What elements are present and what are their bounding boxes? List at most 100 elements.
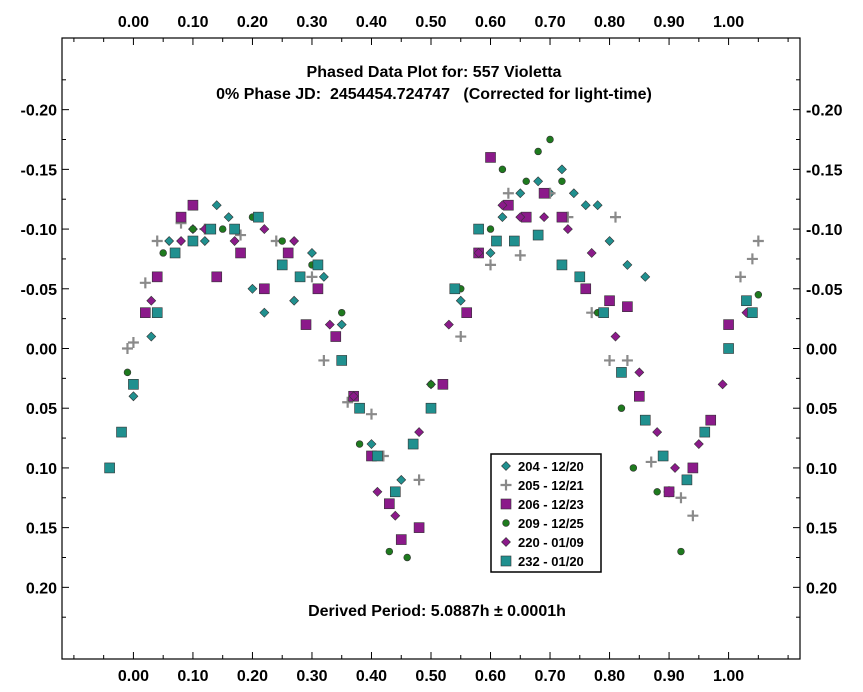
data-point-plus-s1 — [514, 249, 526, 261]
data-point-circle-s3 — [629, 464, 638, 472]
data-point-diamond-s0 — [259, 307, 270, 318]
data-point-circle-s3 — [617, 404, 626, 412]
data-point-circle-s3 — [546, 135, 554, 144]
x-tick-label-bottom: 0.40 — [356, 668, 387, 685]
data-point-circle-s3 — [278, 237, 286, 245]
x-tick-label-top: 0.90 — [653, 14, 684, 31]
y-tick-label-left: 0.10 — [26, 461, 57, 478]
data-point-circle-s3 — [338, 308, 346, 317]
y-tick-label-left: -0.20 — [21, 103, 58, 120]
data-point-plus-s1 — [645, 456, 657, 468]
data-point-plus-s1 — [485, 259, 497, 271]
data-point-diamond-s0 — [307, 248, 317, 258]
data-point-square-s2 — [634, 390, 645, 402]
y-tick-label-right: -0.20 — [806, 103, 843, 120]
data-point-square-s5 — [104, 462, 115, 474]
data-point-square-s5 — [253, 211, 264, 223]
data-point-diamond-s0 — [580, 200, 591, 211]
data-point-circle-s3 — [534, 147, 542, 156]
legend-label-0: 204 - 12/20 — [518, 459, 584, 474]
data-point-plus-s1 — [235, 229, 247, 241]
data-point-diamond-s4 — [443, 319, 454, 330]
data-point-square-s2 — [300, 319, 312, 330]
x-tick-label-bottom: 0.60 — [475, 668, 506, 685]
data-point-plus-s1 — [675, 492, 687, 504]
plot-frame — [61, 37, 801, 660]
data-point-diamond-s4 — [717, 379, 728, 390]
data-point-diamond-s0 — [557, 164, 567, 175]
data-point-diamond-s4 — [324, 319, 335, 330]
legend-marker-2 — [500, 498, 512, 510]
data-point-diamond-s0 — [211, 200, 222, 211]
x-tick-label-top: 0.30 — [296, 14, 327, 31]
data-point-diamond-s4 — [515, 212, 526, 223]
y-tick-label-left: 0.20 — [26, 580, 57, 597]
data-point-diamond-s0 — [622, 259, 633, 270]
data-point-diamond-s0 — [396, 474, 407, 485]
data-point-square-s5 — [723, 343, 734, 354]
data-point-circle-s3 — [677, 547, 685, 556]
x-tick-label-bottom: 0.20 — [237, 668, 268, 685]
data-point-square-s2 — [580, 283, 592, 295]
data-point-plus-s1 — [306, 271, 318, 283]
data-point-diamond-s0 — [533, 176, 544, 187]
data-point-circle-s3 — [218, 225, 227, 233]
data-point-diamond-s4 — [372, 486, 383, 497]
y-tick-label-left: -0.15 — [21, 162, 58, 179]
data-point-square-s5 — [116, 426, 127, 438]
data-point-circle-s3 — [355, 440, 364, 448]
data-point-square-s5 — [473, 223, 484, 235]
data-point-plus-s1 — [121, 343, 133, 354]
data-point-square-s2 — [705, 414, 717, 426]
x-tick-label-top: 0.50 — [415, 14, 446, 31]
x-tick-label-bottom: 0.80 — [594, 668, 625, 685]
data-point-plus-s1 — [455, 331, 467, 343]
data-point-plus-s1 — [502, 187, 514, 199]
data-point-square-s2 — [140, 307, 151, 318]
data-point-diamond-s4 — [670, 462, 680, 473]
data-point-square-s5 — [336, 355, 348, 366]
data-point-square-s5 — [151, 307, 163, 318]
data-point-square-s5 — [598, 307, 609, 318]
data-point-square-s2 — [211, 271, 223, 283]
data-point-plus-s1 — [752, 235, 764, 247]
y-tick-label-right: 0.05 — [806, 401, 837, 418]
data-point-circle-s3 — [159, 249, 167, 257]
data-point-square-s5 — [372, 450, 383, 462]
data-point-plus-s1 — [127, 337, 139, 349]
data-point-circle-s3 — [385, 547, 394, 556]
y-tick-label-left: 0.05 — [26, 401, 57, 418]
y-tick-label-right: -0.10 — [806, 222, 843, 239]
chart-subtitle: 0% Phase JD: 2454454.724747 (Corrected f… — [216, 86, 652, 103]
data-point-diamond-s0 — [318, 271, 329, 282]
data-point-circle-s3 — [189, 225, 197, 233]
y-tick-label-right: 0.15 — [806, 521, 837, 538]
data-point-diamond-s4 — [259, 224, 270, 235]
data-point-diamond-s4 — [539, 212, 550, 223]
data-point-diamond-s0 — [568, 188, 579, 199]
data-point-square-s2 — [235, 247, 246, 259]
data-point-plus-s1 — [318, 354, 330, 366]
derived-period-annotation: Derived Period: 5.0887h ± 0.0001h — [308, 603, 566, 620]
x-tick-label-top: 0.60 — [475, 14, 506, 31]
data-point-square-s2 — [437, 379, 449, 390]
legend-marker-4 — [501, 537, 511, 547]
legend-marker-5 — [500, 555, 512, 567]
data-point-diamond-s4 — [229, 236, 240, 246]
x-tick-label-bottom: 0.90 — [653, 668, 684, 685]
data-point-square-s5 — [229, 223, 240, 235]
data-point-square-s5 — [294, 271, 306, 283]
y-tick-label-left: -0.05 — [21, 282, 58, 299]
data-point-diamond-s0 — [485, 248, 496, 258]
data-point-diamond-s0 — [336, 319, 347, 330]
data-point-square-s5 — [574, 271, 586, 283]
y-tick-label-right: -0.05 — [806, 282, 843, 299]
data-point-circle-s3 — [486, 225, 495, 233]
data-point-circle-s3 — [558, 177, 566, 186]
data-point-square-s5 — [128, 379, 139, 390]
data-point-square-s5 — [169, 247, 181, 259]
data-point-diamond-s4 — [497, 200, 508, 211]
y-tick-label-right: -0.15 — [806, 162, 843, 179]
data-point-square-s5 — [449, 283, 461, 295]
data-point-square-s2 — [151, 271, 163, 283]
